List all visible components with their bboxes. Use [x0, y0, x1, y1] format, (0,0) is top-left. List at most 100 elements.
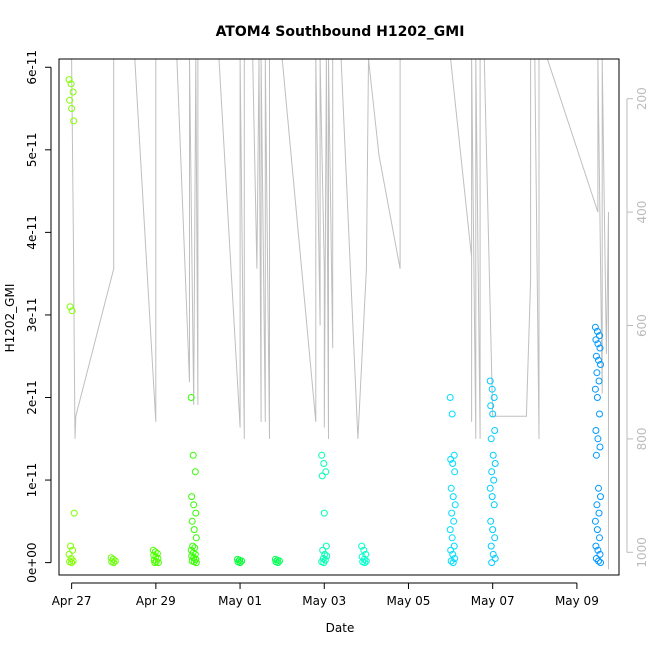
data-point [361, 559, 369, 567]
data-point [596, 332, 603, 340]
data-point [66, 303, 74, 311]
data-point [362, 557, 370, 565]
data-point [110, 559, 118, 567]
data-point [190, 501, 198, 509]
data-point [68, 105, 76, 112]
data-point [67, 542, 75, 550]
data-point [69, 88, 77, 96]
y-tick-label: 5e-11 [25, 133, 39, 168]
data-point [597, 361, 604, 368]
data-point [236, 559, 244, 567]
data-point [593, 526, 601, 534]
data-point [362, 550, 370, 558]
x-axis: Apr 27 Apr 29 May 01 May 03 May 05 May 07 May … [52, 582, 599, 608]
right-tick-label: 1000 [635, 537, 649, 568]
data-point [592, 451, 600, 459]
data-point [488, 385, 496, 393]
data-point [595, 557, 602, 565]
data-point [191, 550, 199, 558]
data-point [447, 455, 455, 463]
x-tick-label: May 01 [218, 594, 262, 608]
data-point [594, 340, 602, 348]
data-point [189, 542, 197, 550]
y-tick-label: 0e+00 [25, 542, 39, 582]
data-point [67, 80, 75, 88]
data-point [192, 509, 200, 517]
data-point [447, 484, 455, 492]
altitude-trace-layer [71, 58, 609, 570]
data-point [595, 356, 602, 364]
data-point [154, 559, 162, 567]
data-point [593, 501, 601, 509]
data-point [70, 509, 78, 517]
data-point [65, 76, 73, 84]
x-tick-label: Apr 27 [52, 594, 92, 608]
data-point [486, 484, 494, 492]
data-point [66, 96, 74, 104]
data-point [274, 559, 282, 567]
y-tick-label: 4e-11 [25, 215, 39, 250]
data-point [188, 493, 196, 501]
data-point [489, 410, 497, 418]
data-point [276, 557, 283, 565]
data-point [360, 546, 368, 554]
data-point [449, 460, 457, 467]
y-tick-label: 3e-11 [25, 298, 39, 333]
data-point [491, 460, 499, 467]
y-tick-label: 1e-11 [25, 463, 39, 498]
data-point [486, 377, 494, 385]
data-point [490, 501, 498, 509]
altitude-trace-line [71, 58, 609, 570]
y-tick-label: 6e-11 [25, 50, 39, 85]
data-point [451, 468, 459, 476]
data-point [487, 517, 495, 525]
data-point [447, 546, 455, 554]
data-point [595, 377, 603, 385]
data-point [489, 550, 497, 558]
data-point [319, 555, 327, 562]
data-point [491, 534, 499, 542]
data-point [591, 385, 599, 393]
data-point [491, 427, 499, 434]
chart-title: ATOM4 Southbound H1202_GMI [216, 24, 465, 40]
data-point [322, 542, 330, 550]
data-point [189, 451, 197, 459]
data-point [593, 369, 601, 377]
data-point [596, 344, 604, 352]
data-point [68, 307, 76, 315]
plot-frame [58, 58, 620, 576]
data-point [111, 557, 119, 565]
data-point [187, 394, 195, 401]
data-point [192, 559, 200, 567]
data-point [448, 509, 456, 517]
data-point [597, 559, 604, 567]
x-tick-label: May 05 [387, 594, 431, 608]
data-point [596, 443, 604, 451]
data-point [594, 546, 602, 554]
data-point [591, 517, 599, 525]
x-tick-label: Apr 29 [136, 594, 176, 608]
data-point [449, 559, 457, 567]
data-point [593, 327, 601, 335]
data-point [191, 544, 199, 552]
data-point [592, 542, 600, 550]
data-point [190, 526, 198, 534]
data-point [446, 394, 454, 401]
data-point [319, 546, 327, 554]
data-point [593, 394, 601, 401]
data-point [69, 546, 77, 554]
x-axis-label: Date [326, 621, 355, 635]
data-point [322, 468, 330, 476]
x-tick-label: May 03 [302, 594, 346, 608]
x-tick-label: May 07 [471, 594, 515, 608]
x-tick-label: May 09 [555, 594, 599, 608]
data-point [488, 559, 496, 567]
data-point [320, 509, 328, 517]
right-tick-label: 800 [635, 427, 649, 450]
data-point [448, 534, 456, 542]
data-point [595, 484, 602, 492]
data-point [450, 542, 458, 550]
data-point [449, 550, 457, 558]
points-layer [65, 76, 604, 567]
